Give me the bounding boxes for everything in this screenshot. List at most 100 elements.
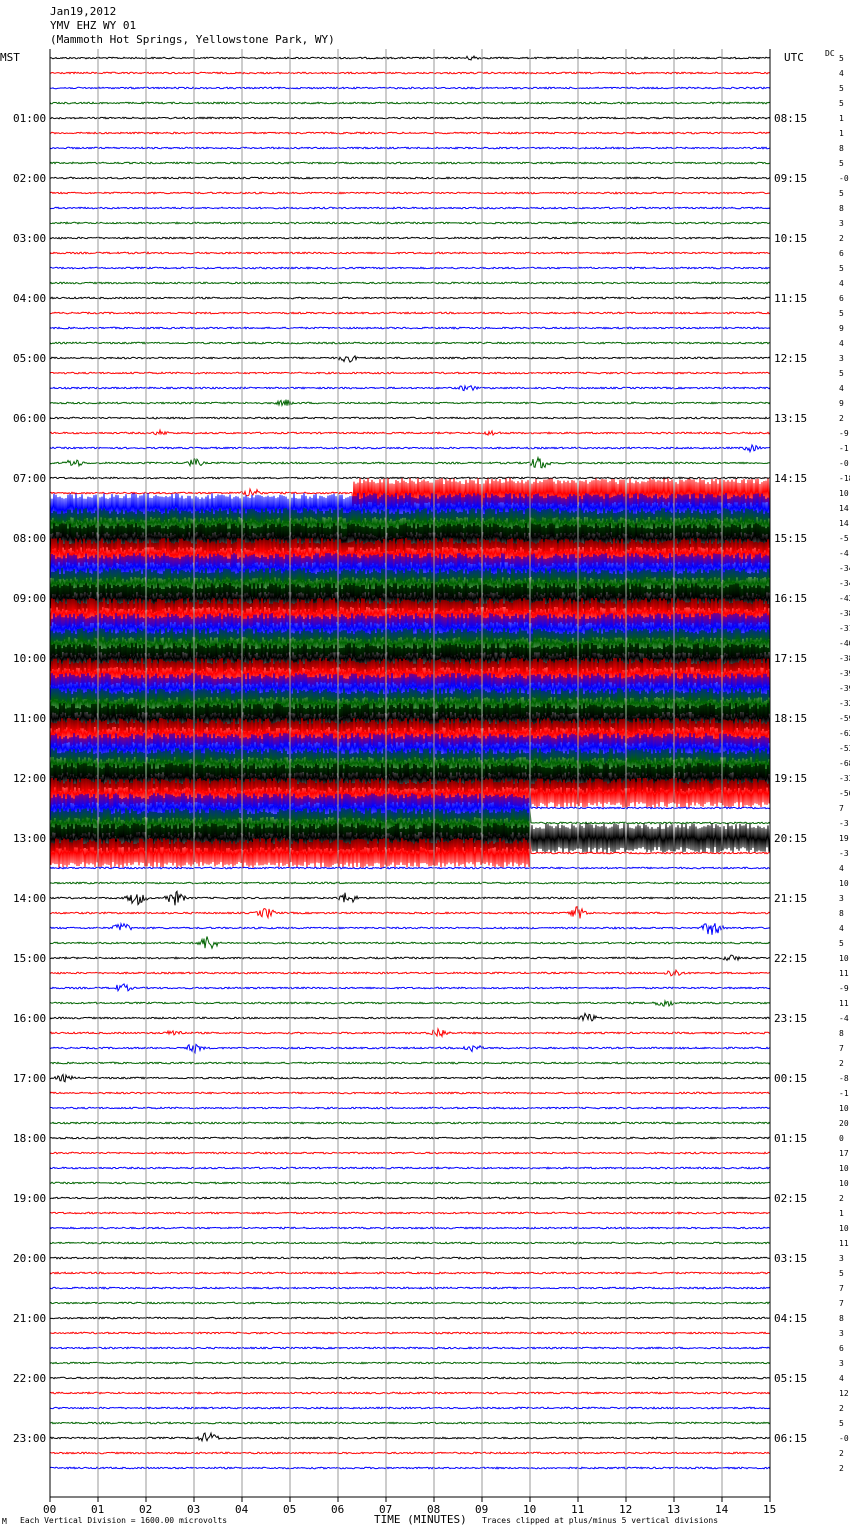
trace-line bbox=[49, 1151, 771, 1155]
trace-line bbox=[49, 371, 771, 375]
x-tick-label: 14 bbox=[715, 1503, 729, 1516]
x-tick-label: 06 bbox=[331, 1503, 344, 1516]
seismic-traces bbox=[49, 55, 771, 1470]
dc-offset: 0 bbox=[839, 1134, 844, 1143]
dc-offset: -3864 bbox=[839, 654, 850, 663]
dc-offset: 8 bbox=[839, 1029, 844, 1038]
trace-line bbox=[49, 416, 771, 420]
utc-hour-label: 03:15 bbox=[774, 1252, 807, 1265]
trace-line bbox=[49, 1406, 771, 1410]
dc-offset: 14 bbox=[839, 519, 849, 528]
mst-hour-label: 04:00 bbox=[13, 292, 46, 305]
trace-line bbox=[49, 1121, 771, 1125]
x-tick-label: 10 bbox=[523, 1503, 536, 1516]
dc-offset: -6881 bbox=[839, 759, 850, 768]
dc-offset: 6 bbox=[839, 1344, 844, 1353]
dc-offset: 2 bbox=[839, 1449, 844, 1458]
dc-offset: 3 bbox=[839, 354, 844, 363]
trace-line bbox=[49, 1211, 771, 1215]
trace-line bbox=[49, 1026, 771, 1039]
mst-hour-label: 21:00 bbox=[13, 1312, 46, 1325]
dc-offset: 6 bbox=[839, 249, 844, 258]
dc-offset: 4 bbox=[839, 384, 844, 393]
trace-line bbox=[49, 206, 771, 210]
dc-offset: -3458 bbox=[839, 564, 850, 573]
dc-offset: -4 bbox=[839, 549, 849, 558]
trace-line bbox=[49, 131, 771, 135]
trace-line bbox=[50, 1421, 771, 1425]
dc-offset: 20 bbox=[839, 1119, 849, 1128]
utc-hour-label: 10:15 bbox=[774, 232, 807, 245]
trace-line bbox=[49, 921, 771, 935]
dc-offset: 4 bbox=[839, 864, 844, 873]
dc-offset: 19 bbox=[839, 834, 849, 843]
utc-hour-label: 04:15 bbox=[774, 1312, 807, 1325]
trace-line bbox=[49, 251, 771, 255]
trace-line bbox=[49, 1043, 771, 1055]
trace-line bbox=[49, 687, 771, 719]
trace-line bbox=[49, 71, 771, 75]
mst-hour-label: 19:00 bbox=[13, 1192, 46, 1205]
trace-line bbox=[49, 732, 771, 764]
utc-hour-label: 09:15 bbox=[774, 172, 807, 185]
utc-hour-label: 15:15 bbox=[774, 532, 807, 545]
utc-hour-label: 23:15 bbox=[774, 1012, 807, 1025]
dc-offset: -3952 bbox=[839, 669, 850, 678]
dc-offset: -9 bbox=[839, 984, 849, 993]
utc-hour-label: 16:15 bbox=[774, 592, 807, 605]
trace-line bbox=[49, 702, 771, 734]
x-tick-label: 07 bbox=[379, 1503, 392, 1516]
mst-hour-label: 23:00 bbox=[13, 1432, 46, 1445]
mst-hour-label: 08:00 bbox=[13, 532, 46, 545]
dc-offset: -0 bbox=[839, 459, 849, 468]
trace-line bbox=[49, 443, 771, 454]
dc-offset: 3 bbox=[839, 1254, 844, 1263]
trace-line bbox=[49, 101, 771, 105]
mst-hour-label: 17:00 bbox=[13, 1072, 46, 1085]
dc-offset: -5 bbox=[839, 534, 849, 543]
trace-line bbox=[49, 116, 771, 120]
trace-line bbox=[50, 1181, 771, 1185]
trace-line bbox=[49, 567, 771, 598]
dc-offset: 3 bbox=[839, 1359, 844, 1368]
dc-offset: -3103 bbox=[839, 624, 850, 633]
x-tick-label: 09 bbox=[475, 1503, 488, 1516]
mst-hour-label: 02:00 bbox=[13, 172, 46, 185]
trace-line bbox=[49, 1431, 771, 1443]
dc-offset: 1 bbox=[839, 129, 844, 138]
utc-hour-label: 01:15 bbox=[774, 1132, 807, 1145]
axis-labels: 54551185-05832654659435492-9-1-0-1810141… bbox=[13, 54, 850, 1516]
trace-line bbox=[50, 1346, 771, 1350]
dc-offset: 8 bbox=[839, 204, 844, 213]
dc-offset: 4 bbox=[839, 1374, 844, 1383]
dc-offset: 1 bbox=[839, 114, 844, 123]
trace-line bbox=[49, 866, 771, 870]
dc-offset: 2 bbox=[839, 234, 844, 243]
dc-offset: 8 bbox=[839, 144, 844, 153]
trace-line bbox=[49, 537, 771, 568]
dc-offset: 2 bbox=[839, 1059, 844, 1068]
dc-offset: 5 bbox=[839, 84, 844, 93]
trace-line bbox=[49, 1196, 771, 1200]
trace-line bbox=[49, 281, 771, 285]
dc-offset: -3964 bbox=[839, 684, 850, 693]
trace-line bbox=[49, 1011, 771, 1023]
trace-line bbox=[49, 777, 771, 809]
trace-line bbox=[49, 1271, 771, 1275]
utc-hour-label: 14:15 bbox=[774, 472, 807, 485]
mst-hour-label: 03:00 bbox=[13, 232, 46, 245]
trace-line bbox=[49, 354, 771, 363]
dc-offset: 5 bbox=[839, 369, 844, 378]
dc-offset: -1 bbox=[839, 1089, 849, 1098]
trace-line bbox=[49, 161, 771, 165]
trace-line bbox=[49, 478, 771, 508]
trace-line bbox=[49, 582, 771, 614]
mst-hour-label: 18:00 bbox=[13, 1132, 46, 1145]
trace-line bbox=[49, 597, 771, 629]
trace-line bbox=[49, 1256, 771, 1260]
trace-line bbox=[49, 492, 771, 524]
dc-offset: 10 bbox=[839, 1164, 849, 1173]
utc-hour-label: 12:15 bbox=[774, 352, 807, 365]
dc-offset: 7 bbox=[839, 1299, 844, 1308]
mst-hour-label: 09:00 bbox=[13, 592, 46, 605]
